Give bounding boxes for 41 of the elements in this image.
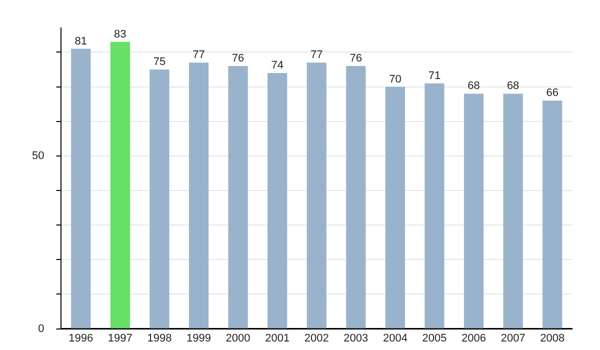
x-tick-label: 1997 bbox=[108, 332, 132, 344]
x-tick-label: 1996 bbox=[68, 332, 94, 344]
x-tick-label: 2008 bbox=[540, 332, 565, 344]
bar bbox=[110, 42, 130, 328]
x-tick-label: 2006 bbox=[462, 332, 486, 344]
data-label: 83 bbox=[114, 28, 126, 40]
bar bbox=[346, 66, 366, 328]
bar bbox=[542, 100, 562, 328]
bar bbox=[268, 72, 288, 328]
bar bbox=[150, 69, 170, 328]
data-label: 71 bbox=[428, 70, 441, 82]
bar bbox=[228, 66, 248, 328]
data-label: 76 bbox=[350, 52, 362, 65]
bar bbox=[306, 62, 326, 328]
x-tick-label: 2002 bbox=[304, 332, 329, 344]
bar bbox=[424, 83, 444, 328]
x-tick-label: 2004 bbox=[382, 332, 408, 344]
bar bbox=[385, 86, 406, 328]
data-label: 75 bbox=[153, 56, 166, 68]
data-label: 68 bbox=[506, 80, 520, 92]
x-tick-label: 1999 bbox=[186, 332, 211, 344]
y-tick-label: 50 bbox=[32, 150, 44, 162]
y-tick-label: 0 bbox=[38, 322, 44, 335]
x-tick-label: 2005 bbox=[422, 332, 447, 344]
data-label: 68 bbox=[468, 80, 480, 92]
x-tick-label: 2001 bbox=[265, 332, 290, 344]
x-tick-label: 2003 bbox=[344, 332, 368, 344]
bar bbox=[71, 48, 91, 328]
x-tick-label: 2000 bbox=[226, 332, 250, 344]
x-tick-label: 1998 bbox=[147, 332, 172, 344]
data-label: 81 bbox=[74, 35, 88, 48]
bar bbox=[503, 94, 523, 328]
bar bbox=[188, 62, 209, 328]
data-label: 77 bbox=[310, 49, 323, 62]
bar bbox=[464, 94, 484, 328]
data-label: 66 bbox=[546, 87, 558, 100]
data-label: 74 bbox=[271, 59, 284, 72]
x-tick-label: 2007 bbox=[500, 332, 526, 344]
data-label: 70 bbox=[389, 73, 402, 86]
data-label: 76 bbox=[232, 52, 244, 65]
data-label: 77 bbox=[192, 49, 205, 62]
